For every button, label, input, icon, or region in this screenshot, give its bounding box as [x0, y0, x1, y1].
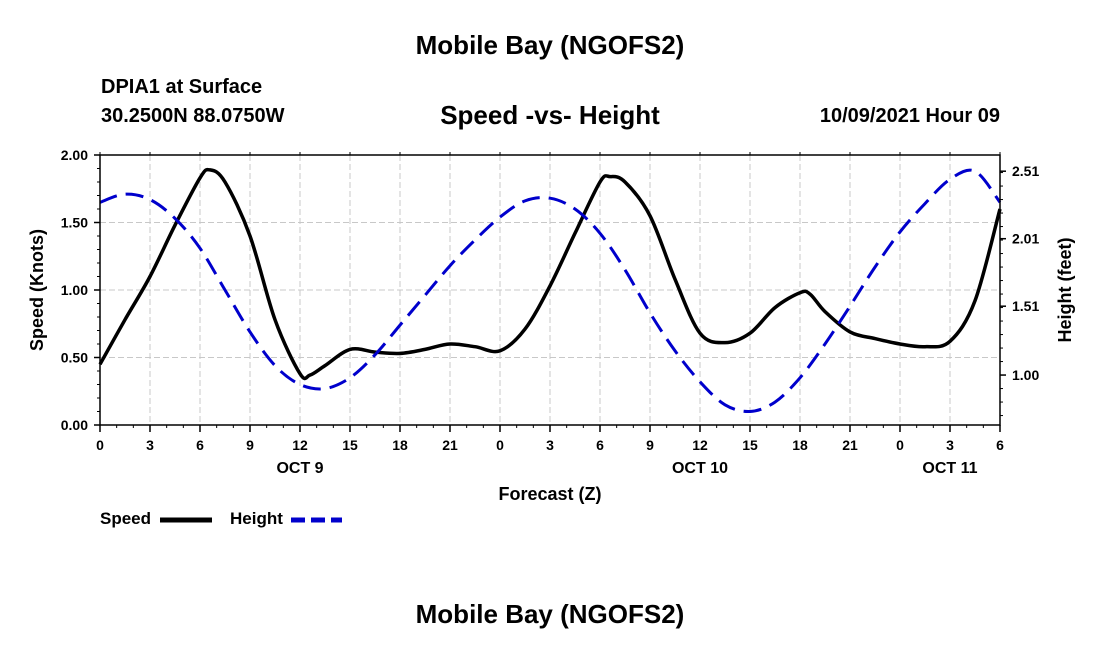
x-tick-label: 15	[742, 437, 758, 453]
x-tick-label: 6	[596, 437, 604, 453]
x-tick-label: 6	[996, 437, 1004, 453]
x-tick-label: 0	[896, 437, 904, 453]
y-axis-label: Speed (Knots)	[27, 229, 47, 351]
y-tick-label: 0.00	[61, 417, 88, 433]
footer-title: Mobile Bay (NGOFS2)	[415, 599, 685, 629]
date-label: OCT 11	[922, 460, 977, 477]
x-tick-label: 3	[546, 437, 554, 453]
x-tick-label: 18	[392, 437, 408, 453]
y2-axis-label: Height (feet)	[1055, 238, 1075, 343]
grid	[100, 155, 1000, 425]
y-tick-label: 1.00	[61, 282, 88, 298]
axes: 0 3 6 9 12 15 18 21 0 3 6 9 12 15 18 21 0 3 6 OCT 9 OCT 10 OC…	[27, 147, 1075, 504]
date-label: OCT 9	[276, 460, 323, 477]
x-tick-label: 12	[692, 437, 708, 453]
x-axis-label: Forecast (Z)	[498, 484, 601, 504]
y2-tick-label: 1.51	[1012, 298, 1039, 314]
x-tick-label: 21	[442, 437, 458, 453]
y-tick-label: 0.50	[61, 350, 88, 366]
date-label: OCT 10	[672, 460, 728, 477]
forecast-datetime: 10/09/2021 Hour 09	[819, 105, 1000, 127]
legend-speed-label: Speed	[100, 509, 152, 528]
x-tick-label: 0	[96, 437, 104, 453]
x-tick-label: 0	[496, 437, 504, 453]
y-tick-label: 1.50	[61, 215, 88, 231]
coordinates-label: 30.2500N 88.0750W	[101, 105, 285, 127]
chart-subtitle: Speed -vs- Height	[440, 100, 660, 130]
x-tick-label: 18	[792, 437, 808, 453]
y2-tick-label: 1.00	[1012, 367, 1039, 383]
series-height-line	[99, 168, 1002, 414]
series-speed-line	[98, 167, 1002, 381]
x-tick-label: 12	[292, 437, 308, 453]
y2-tick-label: 2.01	[1012, 231, 1039, 247]
y-tick-label: 2.00	[61, 147, 88, 163]
station-label: DPIA1 at Surface	[101, 76, 263, 98]
legend-height-label: Height	[230, 509, 283, 528]
x-tick-label: 3	[146, 437, 154, 453]
x-tick-label: 9	[246, 437, 254, 453]
x-tick-label: 6	[196, 437, 204, 453]
x-tick-label: 15	[342, 437, 358, 453]
x-tick-label: 3	[946, 437, 954, 453]
x-tick-label: 21	[842, 437, 858, 453]
y2-tick-label: 2.51	[1012, 163, 1039, 179]
series-lines	[98, 167, 1002, 414]
chart-title: Mobile Bay (NGOFS2)	[415, 30, 685, 60]
x-tick-label: 9	[646, 437, 654, 453]
